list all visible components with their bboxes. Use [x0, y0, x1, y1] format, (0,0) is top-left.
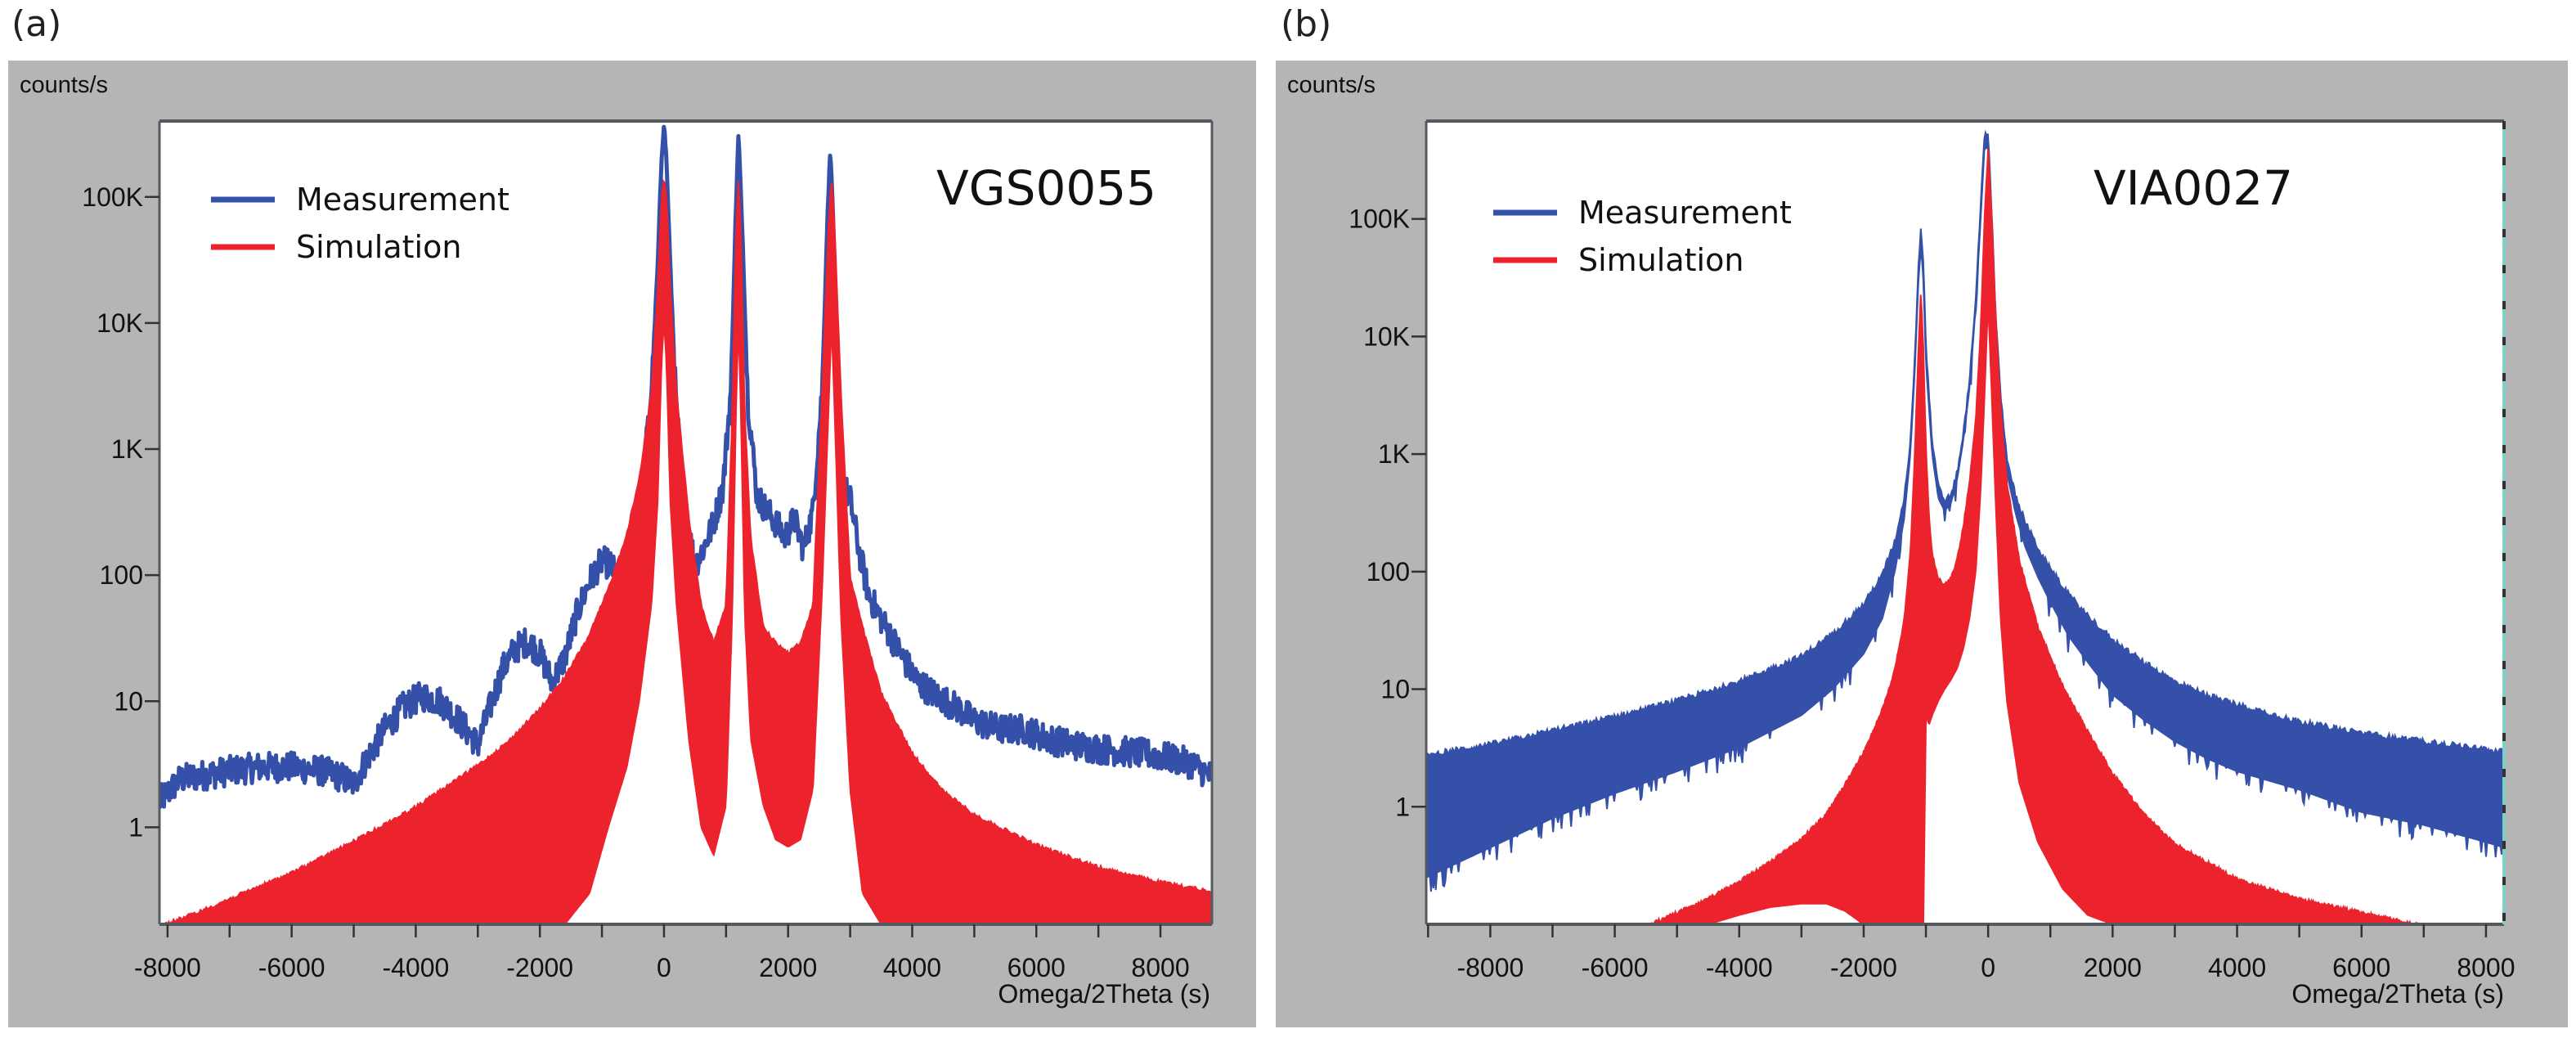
x-tick-label: -8000	[134, 953, 201, 982]
y-tick-label: 100K	[82, 182, 143, 212]
x-tick-label: -2000	[506, 953, 573, 982]
legend: Measurement Simulation	[1493, 195, 1792, 278]
legend-label-measurement: Measurement	[296, 182, 509, 218]
panel-b-label: (b)	[1281, 3, 1332, 45]
y-tick-label: 10K	[1363, 321, 1410, 351]
y-tick-label: 100	[1367, 557, 1410, 586]
x-tick-label: 6000	[1008, 953, 1066, 982]
legend-label-measurement: Measurement	[1578, 195, 1792, 231]
sample-id-annotation: VGS0055	[936, 160, 1156, 216]
plot-series	[159, 124, 1212, 924]
x-tick-label: 2000	[759, 953, 817, 982]
panel-a-label: (a)	[11, 3, 62, 45]
y-tick-label: 1	[128, 812, 143, 842]
y-tick-label: 1	[1395, 792, 1410, 821]
series-measurement-area	[1426, 129, 2504, 892]
sample-id-annotation: VIA0027	[2094, 160, 2293, 216]
y-tick-label: 10K	[96, 308, 143, 338]
x-tick-label: 0	[1981, 953, 1995, 982]
series-simulation-area	[159, 178, 1212, 924]
x-tick-label: -6000	[1582, 953, 1649, 982]
panel-a-x-axis-label: Omega/2Theta (s)	[998, 979, 1210, 1009]
x-tick-label: -4000	[1706, 953, 1773, 982]
panel-b-y-unit-label: counts/s	[1287, 72, 1376, 98]
x-tick-label: 4000	[2208, 953, 2266, 982]
x-tick-label: 8000	[1131, 953, 1189, 982]
panel-a-y-unit-label: counts/s	[20, 72, 108, 98]
legend: Measurement Simulation	[211, 182, 509, 265]
x-tick-label: 4000	[883, 953, 941, 982]
y-tick-label: 10	[1380, 675, 1410, 704]
x-tick-label: 6000	[2332, 953, 2390, 982]
x-tick-label: 8000	[2457, 953, 2515, 982]
series-simulation-area	[1645, 148, 2424, 924]
chart-0: -8000 -6000 -4000 -2000 0 2000 4000 6000 8000 1 10…	[82, 119, 1214, 982]
x-tick-label: 2000	[2084, 953, 2142, 982]
y-tick-label: 100K	[1349, 204, 1410, 234]
plot-series	[1426, 129, 2504, 924]
x-tick-label: -4000	[382, 953, 449, 982]
panel-b-x-axis-label: Omega/2Theta (s)	[2291, 979, 2504, 1009]
y-tick-label: 100	[100, 560, 143, 590]
x-tick-label: 0	[657, 953, 671, 982]
y-tick-label: 10	[114, 686, 143, 716]
y-tick-label: 1K	[1378, 439, 1410, 469]
chart-1: -8000 -6000 -4000 -2000 0 2000 4000 6000 8000 1 10…	[1349, 119, 2515, 982]
y-tick-label: 1K	[111, 434, 143, 464]
x-tick-label: -6000	[258, 953, 325, 982]
legend-label-simulation: Simulation	[296, 229, 461, 265]
x-tick-label: -8000	[1456, 953, 1524, 982]
legend-label-simulation: Simulation	[1578, 242, 1744, 278]
x-tick-label: -2000	[1830, 953, 1897, 982]
